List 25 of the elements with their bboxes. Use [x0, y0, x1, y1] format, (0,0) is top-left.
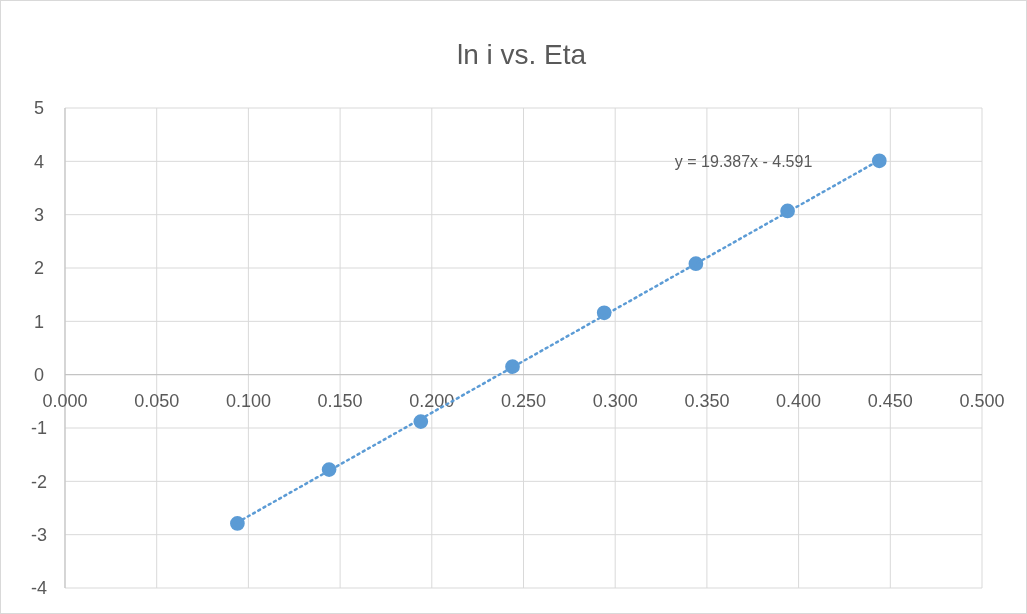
chart-title: ln i vs. Eta	[456, 39, 587, 70]
y-tick-label: 4	[33, 151, 45, 172]
x-tick-label: 0.350	[684, 390, 730, 411]
y-tick-label: 1	[33, 311, 45, 332]
x-tick-label: 0.050	[134, 390, 180, 411]
y-tick-label: 5	[33, 98, 45, 119]
x-tick-label: 0.100	[225, 390, 271, 411]
x-tick-label: 0.000	[42, 390, 88, 411]
y-tick-label: 3	[33, 204, 45, 225]
x-tick-label: 0.200	[409, 390, 455, 411]
annotation: y = 19.387x - 4.591	[674, 152, 813, 170]
x-tick-label: 0.400	[776, 390, 822, 411]
y-tick-label: 2	[33, 258, 45, 279]
x-tick-label: 0.300	[592, 390, 638, 411]
y-tick-label: 0	[33, 364, 45, 385]
point	[230, 516, 245, 531]
y-tick-label: -3	[30, 524, 48, 545]
x-tick-label: 0.450	[867, 390, 913, 411]
y-tick-label: -2	[30, 471, 48, 492]
x-tick-label: 0.250	[500, 390, 547, 411]
x-tick-label: 0.150	[317, 390, 363, 411]
x-tick-label: 0.500	[959, 390, 1005, 411]
point	[871, 153, 887, 169]
y-tick-label: -4	[30, 578, 48, 599]
y-tick-label: -1	[30, 418, 48, 439]
